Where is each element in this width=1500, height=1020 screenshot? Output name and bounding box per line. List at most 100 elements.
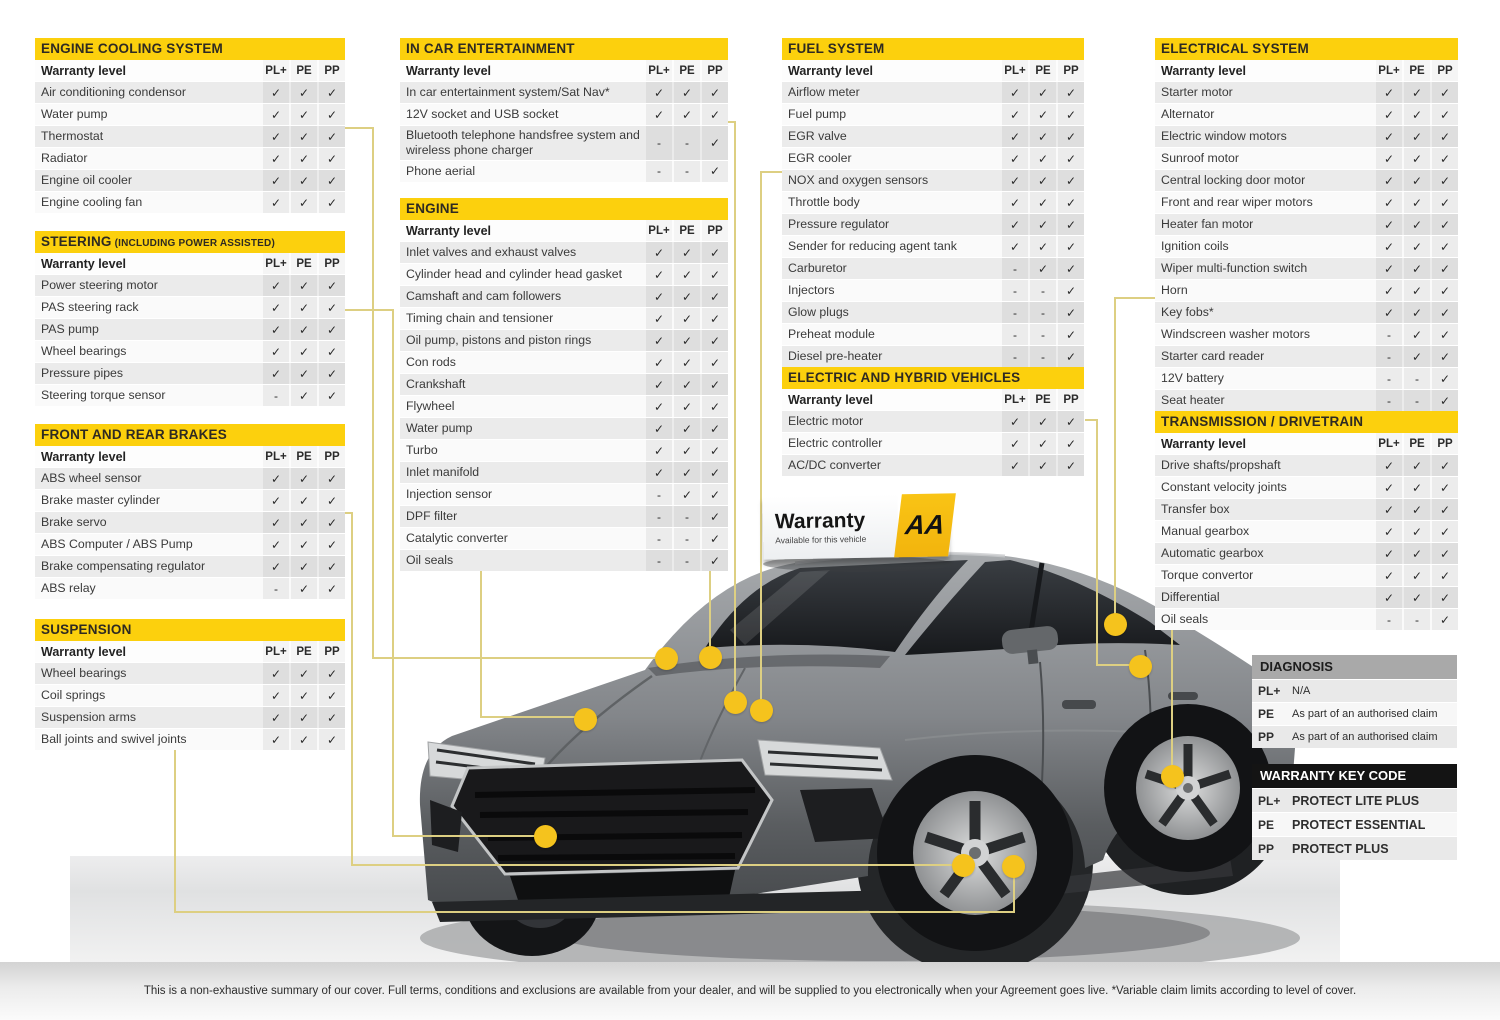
dash-mark: - bbox=[646, 528, 672, 549]
check-mark: ✓ bbox=[319, 729, 345, 750]
warranty-level-label: Warranty level bbox=[406, 63, 491, 78]
row-label: Key fobs* bbox=[1161, 305, 1214, 320]
check-mark: ✓ bbox=[319, 126, 345, 147]
connector-line bbox=[728, 121, 736, 123]
row-label: Airflow meter bbox=[788, 85, 860, 100]
warranty-level-label: Warranty level bbox=[41, 644, 126, 659]
dash-mark: - bbox=[1376, 609, 1402, 630]
check-mark: ✓ bbox=[291, 341, 317, 362]
table-row: Power steering motor ✓ ✓ ✓ bbox=[35, 274, 345, 296]
check-mark: ✓ bbox=[291, 707, 317, 728]
row-marks: ✓ ✓ ✓ bbox=[1374, 543, 1458, 564]
check-mark: ✓ bbox=[1376, 170, 1402, 191]
row-marks: ✓ ✓ ✓ bbox=[644, 242, 728, 263]
row-label: 12V battery bbox=[1161, 371, 1224, 386]
row-marks: ✓ ✓ ✓ bbox=[644, 396, 728, 417]
dash-mark: - bbox=[1404, 609, 1430, 630]
row-marks: ✓ ✓ ✓ bbox=[1374, 214, 1458, 235]
check-mark: ✓ bbox=[263, 82, 289, 103]
column-header-row: Warranty level PL+ PE PP bbox=[782, 60, 1084, 81]
check-mark: ✓ bbox=[1002, 126, 1028, 147]
check-mark: ✓ bbox=[1432, 104, 1458, 125]
check-mark: ✓ bbox=[1002, 148, 1028, 169]
check-mark: ✓ bbox=[674, 440, 700, 461]
rear-wheel bbox=[1104, 704, 1272, 872]
check-mark: ✓ bbox=[1030, 411, 1056, 432]
check-mark: ✓ bbox=[1058, 411, 1084, 432]
row-label: Engine cooling fan bbox=[41, 195, 143, 210]
check-mark: ✓ bbox=[1432, 324, 1458, 345]
column-code: PL+ bbox=[263, 641, 289, 662]
check-mark: ✓ bbox=[263, 707, 289, 728]
check-mark: ✓ bbox=[319, 82, 345, 103]
section-header: SUSPENSION bbox=[35, 619, 345, 641]
legend-code: PL+ bbox=[1258, 793, 1281, 808]
row-marks: ✓ ✓ ✓ bbox=[1000, 104, 1084, 125]
mark-column-codes: PL+ PE PP bbox=[261, 641, 345, 662]
door-handle-rear bbox=[1168, 692, 1198, 700]
row-label: EGR cooler bbox=[788, 151, 852, 166]
check-mark: ✓ bbox=[1432, 302, 1458, 323]
row-marks: - - ✓ bbox=[644, 506, 728, 527]
mark-column-codes: PL+ PE PP bbox=[1374, 60, 1458, 81]
side-intake-left bbox=[430, 800, 462, 852]
front-grille bbox=[450, 758, 774, 876]
row-marks: - - ✓ bbox=[1374, 368, 1458, 389]
column-code: PL+ bbox=[646, 220, 672, 241]
check-mark: ✓ bbox=[1432, 192, 1458, 213]
check-mark: ✓ bbox=[1002, 411, 1028, 432]
check-mark: ✓ bbox=[319, 319, 345, 340]
warranty-level-label: Warranty level bbox=[788, 63, 873, 78]
check-mark: ✓ bbox=[263, 297, 289, 318]
row-marks: - - ✓ bbox=[644, 160, 728, 182]
column-code: PP bbox=[319, 60, 345, 81]
check-mark: ✓ bbox=[1376, 82, 1402, 103]
check-mark: ✓ bbox=[1058, 214, 1084, 235]
legend-desc: PROTECT PLUS bbox=[1292, 841, 1389, 856]
column-code: PE bbox=[674, 60, 700, 81]
check-mark: ✓ bbox=[1058, 148, 1084, 169]
legend-header: WARRANTY KEY CODE bbox=[1252, 764, 1457, 788]
table-row: PAS steering rack ✓ ✓ ✓ bbox=[35, 296, 345, 318]
legend-desc: As part of an authorised claim bbox=[1292, 708, 1438, 720]
row-marks: ✓ ✓ ✓ bbox=[1374, 565, 1458, 586]
warranty-key-code-legend: WARRANTY KEY CODE PL+ PROTECT LITE PLUS PE P… bbox=[1252, 764, 1457, 860]
column-code: PP bbox=[319, 253, 345, 274]
table-row: Crankshaft ✓ ✓ ✓ bbox=[400, 373, 728, 395]
section-header: TRANSMISSION / DRIVETRAIN bbox=[1155, 411, 1458, 433]
check-mark: ✓ bbox=[702, 82, 728, 103]
table-row: Turbo ✓ ✓ ✓ bbox=[400, 439, 728, 461]
connector-line bbox=[345, 127, 374, 129]
check-mark: ✓ bbox=[1002, 455, 1028, 476]
connector-line bbox=[345, 512, 353, 514]
section-header: FRONT AND REAR BRAKES bbox=[35, 424, 345, 446]
check-mark: ✓ bbox=[319, 468, 345, 489]
check-mark: ✓ bbox=[1404, 170, 1430, 191]
row-marks: - ✓ ✓ bbox=[261, 385, 345, 406]
table-fuel-system: FUEL SYSTEM Warranty level PL+ PE PP Airflow … bbox=[782, 38, 1084, 367]
check-mark: ✓ bbox=[1404, 521, 1430, 542]
column-header-row: Warranty level PL+ PE PP bbox=[35, 253, 345, 274]
check-mark: ✓ bbox=[646, 286, 672, 307]
check-mark: ✓ bbox=[263, 729, 289, 750]
row-label: Injectors bbox=[788, 283, 835, 298]
column-header-row: Warranty level PL+ PE PP bbox=[782, 389, 1084, 410]
check-mark: ✓ bbox=[702, 374, 728, 395]
car-illustration bbox=[419, 551, 1300, 976]
check-mark: ✓ bbox=[646, 242, 672, 263]
dash-mark: - bbox=[1030, 346, 1056, 367]
row-label: Differential bbox=[1161, 590, 1220, 605]
section-title: ENGINE COOLING SYSTEM bbox=[41, 41, 223, 56]
table-row: Airflow meter ✓ ✓ ✓ bbox=[782, 81, 1084, 103]
check-mark: ✓ bbox=[1404, 148, 1430, 169]
row-label: Camshaft and cam followers bbox=[406, 289, 562, 304]
door-mirror bbox=[1001, 626, 1059, 665]
row-label: Carburetor bbox=[788, 261, 847, 276]
table-row: Wheel bearings ✓ ✓ ✓ bbox=[35, 340, 345, 362]
dash-mark: - bbox=[1002, 324, 1028, 345]
check-mark: ✓ bbox=[291, 663, 317, 684]
row-marks: ✓ ✓ ✓ bbox=[1000, 82, 1084, 103]
table-row: PAS pump ✓ ✓ ✓ bbox=[35, 318, 345, 340]
check-mark: ✓ bbox=[1376, 565, 1402, 586]
dash-mark: - bbox=[674, 550, 700, 571]
